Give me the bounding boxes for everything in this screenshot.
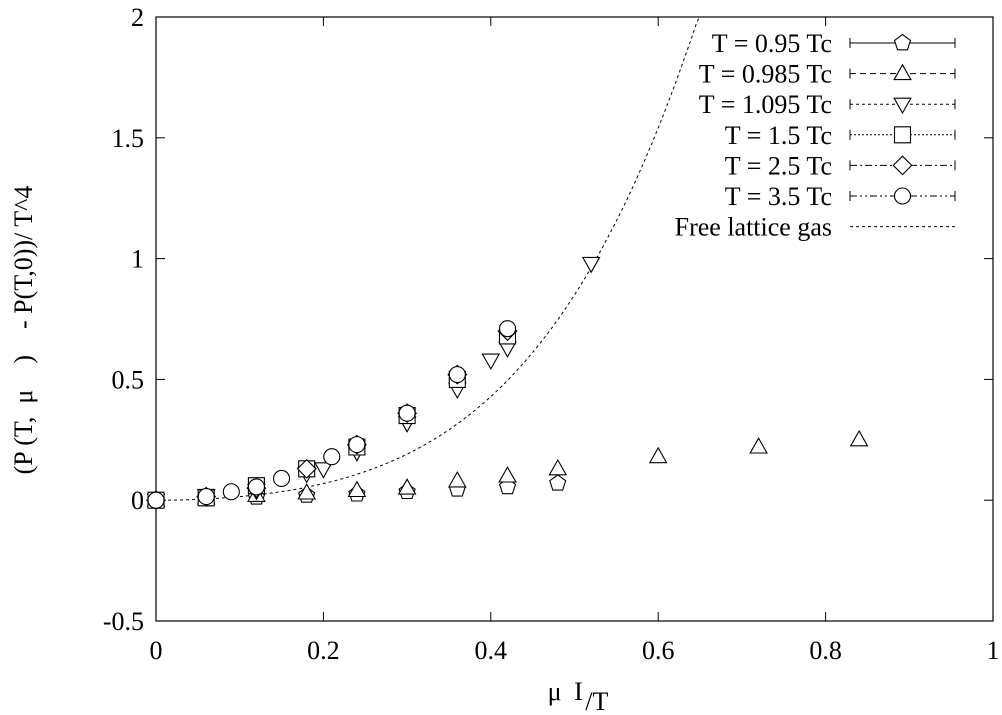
legend-entry: T = 1.095 Tc xyxy=(699,90,956,119)
x-tick-label: 0.4 xyxy=(475,636,508,665)
legend-label: T = 1.5 Tc xyxy=(725,121,832,150)
plot-border xyxy=(155,16,994,622)
x-tick-label: 0.2 xyxy=(307,636,340,665)
y-tick-label: 1.5 xyxy=(112,124,145,153)
data-point xyxy=(448,366,466,384)
data-point xyxy=(749,437,768,454)
legend-label: T = 1.095 Tc xyxy=(699,90,832,119)
legend-marker xyxy=(893,187,912,205)
legend-marker xyxy=(893,63,912,81)
data-point xyxy=(581,256,601,274)
data-point xyxy=(297,483,317,500)
plot-frame xyxy=(155,16,994,622)
legend-entry: T = 0.95 Tc xyxy=(712,29,956,58)
legend-entry: T = 3.5 Tc xyxy=(725,182,956,211)
x-axis-title-sub: I xyxy=(574,677,583,706)
legend-entry: Free lattice gas xyxy=(675,213,955,242)
axis-ticks: 0 0.2 0.4 0.6 0.8 1-0.500.511.52 xyxy=(103,3,1000,665)
legend-entry: T = 1.5 Tc xyxy=(725,121,956,150)
data-point xyxy=(197,488,215,506)
data-point xyxy=(481,353,501,371)
data-point xyxy=(272,469,291,488)
x-axis-title-rest: /T xyxy=(585,687,608,715)
legend: T = 0.95 TcT = 0.985 TcT = 1.095 TcT = 1… xyxy=(675,29,956,242)
legend-marker xyxy=(892,155,913,176)
legend-label: T = 0.95 Tc xyxy=(712,29,832,58)
y-tick-label: -0.5 xyxy=(103,607,144,636)
x-tick-label: 0.8 xyxy=(809,636,842,665)
data-point xyxy=(296,458,317,479)
data-point xyxy=(222,483,240,501)
data-point xyxy=(549,474,567,491)
series-6 xyxy=(147,320,517,509)
data-point xyxy=(397,478,417,495)
x-tick-label: 1 xyxy=(987,636,1000,665)
y-tick-label: 0.5 xyxy=(112,365,145,394)
legend-marker xyxy=(893,33,912,51)
x-tick-label: 0 xyxy=(150,636,163,665)
data-point xyxy=(398,404,416,422)
data-point xyxy=(648,446,668,464)
legend-entry: T = 0.985 Tc xyxy=(699,60,956,89)
data-point xyxy=(347,480,367,498)
data-point xyxy=(548,458,568,476)
legend-label: T = 2.5 Tc xyxy=(725,151,832,180)
curves xyxy=(156,16,700,501)
series-3 xyxy=(146,256,601,511)
y-tick-label: 2 xyxy=(131,3,144,32)
y-tick-label: 0 xyxy=(131,486,144,515)
data-point xyxy=(348,436,366,454)
data-point xyxy=(314,462,333,479)
x-axis-title: μ I /T xyxy=(548,677,609,715)
x-tick-label: 0.6 xyxy=(642,636,675,665)
legend-marker xyxy=(893,97,912,115)
legend-label: Free lattice gas xyxy=(675,213,832,242)
y-axis-title: (P (T, μ ) - P(T,0))/ T^4 xyxy=(9,186,38,475)
x-axis-title-main: μ xyxy=(548,677,562,706)
data-point xyxy=(849,429,869,447)
data-point xyxy=(247,478,265,496)
data-point xyxy=(147,491,165,509)
legend-label: T = 3.5 Tc xyxy=(725,182,832,211)
data-point xyxy=(498,320,517,338)
data-point xyxy=(323,448,341,466)
free-lattice-gas-curve xyxy=(156,16,700,501)
data-points xyxy=(146,256,869,511)
y-tick-label: 1 xyxy=(131,245,144,274)
legend-label: T = 0.985 Tc xyxy=(699,60,832,89)
data-point xyxy=(447,470,467,488)
data-point xyxy=(498,466,517,483)
legend-entry: T = 2.5 Tc xyxy=(725,151,956,180)
legend-marker xyxy=(893,126,912,144)
